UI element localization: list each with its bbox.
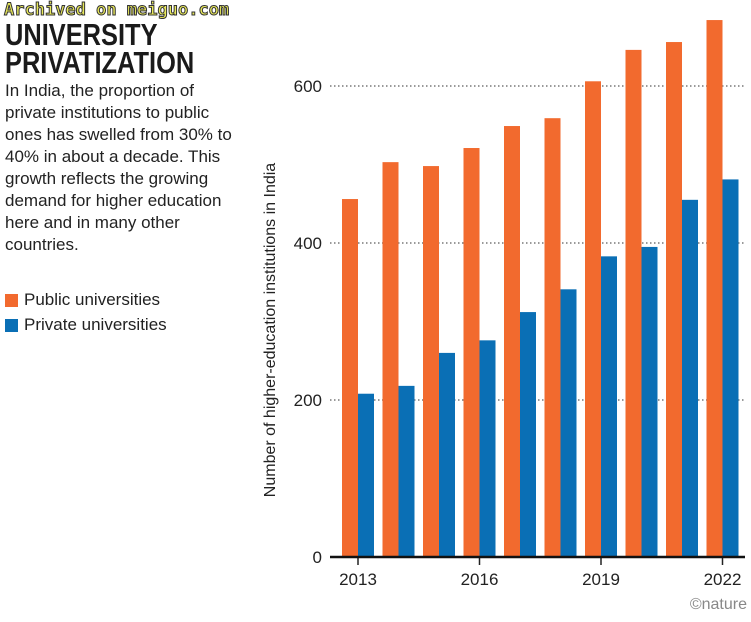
bar-private-2021 xyxy=(682,199,698,557)
y-tick-label: 400 xyxy=(294,234,322,253)
bar-private-2020 xyxy=(641,246,658,558)
y-tick-label: 0 xyxy=(313,548,322,567)
bar-public-2014 xyxy=(382,162,399,557)
bar-public-2018 xyxy=(544,118,561,557)
bar-public-2016 xyxy=(463,148,480,557)
x-tick-label: 2013 xyxy=(339,570,377,589)
y-tick-label: 200 xyxy=(294,391,322,410)
legend-public: Public universities xyxy=(5,290,160,310)
legend-swatch-public xyxy=(5,293,18,307)
bar-public-2015 xyxy=(423,166,439,557)
bar-private-2016 xyxy=(479,340,496,557)
chart-title: UNIVERSITY PRIVATIZATION xyxy=(5,17,195,80)
bar-public-2019 xyxy=(585,81,601,557)
legend-label-private: Private universities xyxy=(24,315,167,334)
x-tick-label: 2022 xyxy=(704,570,742,589)
bar-private-2013 xyxy=(358,393,374,557)
bar-public-2020 xyxy=(625,49,642,557)
x-tick-label: 2019 xyxy=(582,570,620,589)
x-tick-label: 2016 xyxy=(461,570,499,589)
bar-private-2017 xyxy=(520,312,536,557)
y-axis-label: Number of higher-education institutions … xyxy=(262,163,279,498)
bar-private-2019 xyxy=(601,256,617,557)
bar-public-2013 xyxy=(342,199,358,558)
chart-description: In India, the proportion of private inst… xyxy=(5,81,232,254)
bar-public-2017 xyxy=(504,126,520,557)
bar-private-2022 xyxy=(722,179,739,558)
legend-swatch-private xyxy=(5,318,18,332)
credit: ©nature xyxy=(689,596,747,613)
legend-label-public: Public universities xyxy=(24,290,161,309)
bar-private-2018 xyxy=(560,289,577,557)
bar-private-2015 xyxy=(439,352,455,557)
watermark: Archived on meiguo.com xyxy=(3,0,230,21)
bar-public-2022 xyxy=(706,20,723,558)
bar-public-2021 xyxy=(666,42,682,558)
legend-private: Private universities xyxy=(5,315,167,335)
y-tick-label: 600 xyxy=(294,77,322,96)
bar-private-2014 xyxy=(398,385,415,557)
